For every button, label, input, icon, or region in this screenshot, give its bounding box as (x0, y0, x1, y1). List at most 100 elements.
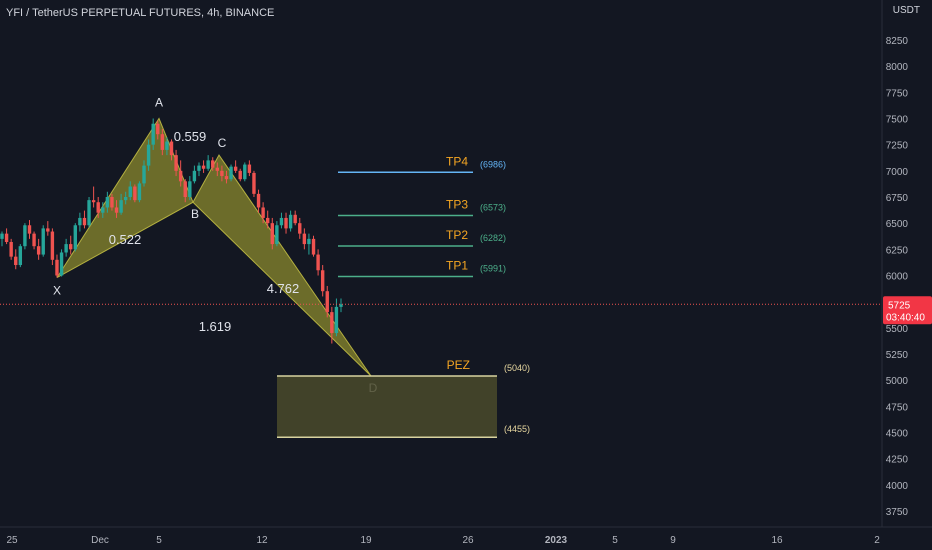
candle-body (137, 183, 142, 201)
pez-top-price-label: (5040) (504, 363, 530, 373)
pattern-triangle-bcd (192, 154, 372, 377)
price-tick-label: 4750 (886, 402, 909, 413)
candle-body (275, 225, 279, 245)
target-label: TP2 (446, 228, 468, 242)
pattern-point-label: A (155, 96, 163, 110)
candle-body (238, 170, 242, 180)
time-axis[interactable]: 25 Dec 5 12 19 26 2023 5 9 16 2 (0, 526, 932, 546)
price-axis[interactable]: 3750 4000 4250 4500 4750 5000 5250 5500 6000 6250… (881, 0, 909, 527)
candle-body (288, 214, 293, 229)
candle-body (201, 165, 206, 169)
price-tag-box (883, 296, 932, 325)
candle-body (339, 304, 343, 307)
candle-body (220, 170, 224, 177)
price-tick-label: 8250 (886, 36, 909, 47)
candle-body (69, 244, 73, 250)
price-tick-label: 4250 (886, 455, 909, 466)
price-tick-label: 5500 (886, 324, 909, 335)
candle-body (55, 259, 59, 276)
time-tick-label: 19 (360, 535, 372, 546)
candle-body (91, 200, 96, 203)
pez-bottom-price-label: (4455) (504, 424, 530, 434)
candle-body (169, 141, 174, 156)
candle-body (229, 166, 233, 180)
candle-body (247, 164, 252, 173)
time-tick-label: Dec (91, 535, 109, 546)
candle-body (307, 238, 311, 245)
candle-body (36, 246, 41, 255)
candle-body (0, 233, 4, 239)
price-tick-label: 4500 (886, 429, 909, 440)
candle-body (261, 207, 265, 218)
candle-body (165, 141, 169, 150)
candle-body (73, 225, 77, 250)
candle-body (46, 228, 50, 232)
candle-body (279, 217, 284, 226)
candle-body (64, 244, 68, 253)
price-tag-countdown: 03:40:40 (886, 312, 925, 323)
candle-body (266, 217, 270, 224)
price-tick-label: 7500 (886, 115, 909, 126)
target-label: TP1 (446, 258, 468, 272)
candle-body (4, 233, 9, 243)
price-tag-value: 5725 (888, 300, 911, 311)
candle-body (96, 202, 100, 213)
candle-body (156, 123, 160, 135)
candle-body (330, 312, 334, 334)
time-tick-label: 26 (462, 535, 474, 546)
pattern-ratio-label: 4.762 (267, 281, 300, 296)
target-price-label: (6573) (480, 203, 506, 213)
pattern-ratio-label: 0.522 (109, 232, 142, 247)
price-tick-label: 8000 (886, 62, 909, 73)
candle-body (270, 223, 274, 245)
candle-body (23, 225, 27, 247)
time-tick-label: 12 (256, 535, 268, 546)
candle-body (50, 231, 55, 260)
candle-body (41, 228, 45, 255)
currency-label: USDT (892, 5, 920, 16)
pattern-ratio-label: 0.559 (174, 129, 207, 144)
candle-body (119, 200, 123, 213)
candle-body (197, 165, 201, 171)
price-tick-label: 6500 (886, 219, 909, 230)
price-tick-label: 7750 (886, 88, 909, 99)
pattern-point-label: B (191, 207, 199, 221)
candle-body (325, 291, 329, 313)
candle-body (105, 197, 110, 208)
candle-body (256, 193, 261, 208)
candle-body (334, 306, 339, 334)
target-label: TP4 (446, 154, 468, 168)
candle-body (27, 225, 32, 234)
candle-body (82, 217, 87, 226)
candle-body (18, 246, 23, 266)
target-price-label: (6986) (480, 159, 506, 169)
candle-body (110, 197, 114, 208)
pattern-point-label: X (53, 284, 61, 298)
target-label: TP3 (446, 198, 468, 212)
pez-label: PEZ (447, 358, 470, 372)
candle-body (284, 217, 288, 229)
candle-body (78, 217, 82, 226)
price-tick-label: 6000 (886, 272, 909, 283)
candle-body (293, 214, 297, 224)
candle-body (146, 144, 151, 166)
candle-body (142, 165, 146, 184)
target-lines: TP4 (6986) TP3 (6573) TP2 (6282) TP1 (5991) (338, 154, 506, 278)
pattern-point-label: C (218, 136, 227, 150)
candle-body (188, 181, 192, 197)
price-tick-label: 4000 (886, 481, 909, 492)
time-tick-label: 2023 (545, 535, 568, 546)
price-tick-label: 7250 (886, 141, 909, 152)
time-tick-label: 16 (771, 535, 783, 546)
candle-body (233, 166, 238, 171)
chart-title: YFI / TetherUS PERPETUAL FUTURES, 4h, BI… (6, 7, 275, 19)
candle-body (243, 164, 247, 180)
candle-body (101, 207, 105, 213)
target-price-label: (6282) (480, 233, 506, 243)
target-price-label: (5991) (480, 263, 506, 273)
candle-body (215, 167, 220, 171)
pez-zone: PEZ (5040) (4455) (277, 358, 530, 438)
